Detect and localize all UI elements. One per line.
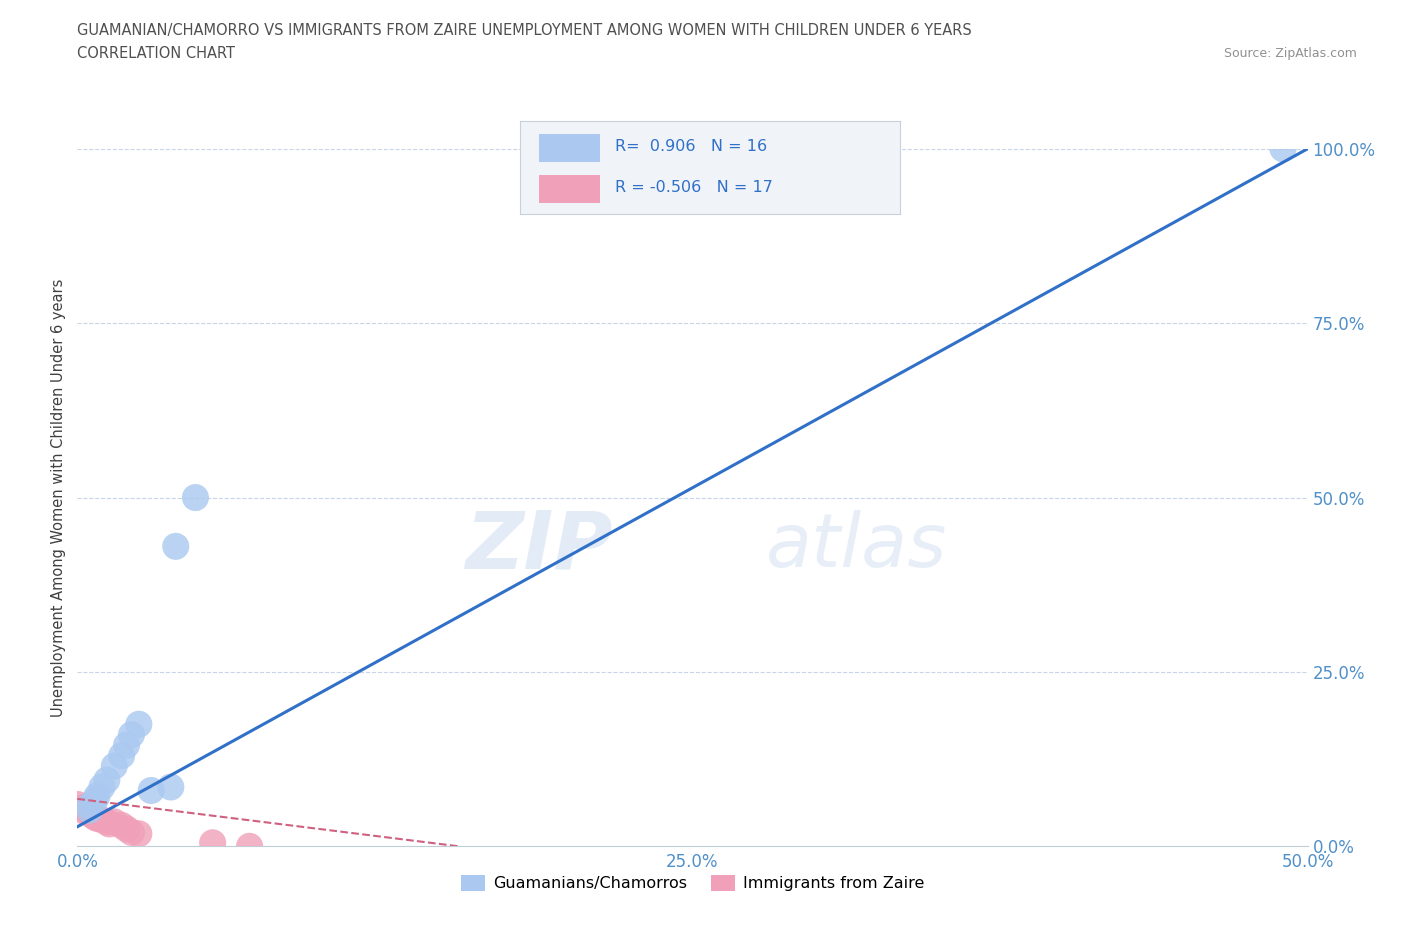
Point: [79, 803, 101, 817]
Text: R = -0.506   N = 17: R = -0.506 N = 17: [616, 180, 773, 195]
Point: [96, 773, 118, 788]
Point: [160, 779, 183, 794]
Bar: [540, 134, 600, 162]
Legend: Guamanians/Chamorros, Immigrants from Zaire: Guamanians/Chamorros, Immigrants from Za…: [454, 869, 931, 897]
Point: [79, 805, 101, 820]
Point: [128, 717, 150, 732]
Point: [73, 804, 96, 819]
Point: [98, 817, 121, 831]
Point: [103, 815, 125, 830]
Point: [86, 811, 108, 826]
Text: R=  0.906   N = 16: R= 0.906 N = 16: [616, 140, 768, 154]
Point: [82, 807, 104, 822]
Text: atlas: atlas: [766, 511, 948, 582]
Point: [86, 789, 108, 804]
Text: ZIP: ZIP: [465, 508, 613, 585]
Text: GUAMANIAN/CHAMORRO VS IMMIGRANTS FROM ZAIRE UNEMPLOYMENT AMONG WOMEN WITH CHILDR: GUAMANIAN/CHAMORRO VS IMMIGRANTS FROM ZA…: [77, 23, 972, 38]
Point: [90, 813, 114, 828]
Point: [90, 779, 114, 794]
Point: [165, 539, 187, 554]
Point: [1272, 141, 1295, 156]
Point: [79, 798, 101, 813]
Point: [128, 827, 150, 842]
Point: [111, 748, 132, 763]
Point: [103, 759, 125, 774]
Point: [83, 809, 105, 825]
Point: [115, 737, 138, 752]
Point: [83, 793, 105, 808]
Bar: [540, 175, 600, 203]
Point: [96, 815, 118, 830]
Point: [184, 490, 207, 505]
Point: [66, 797, 89, 812]
Point: [70, 801, 93, 816]
Point: [121, 727, 143, 742]
Point: [141, 783, 163, 798]
Point: [121, 825, 143, 840]
Y-axis label: Unemployment Among Women with Children Under 6 years: Unemployment Among Women with Children U…: [51, 278, 66, 717]
Point: [201, 835, 224, 850]
Point: [115, 821, 138, 836]
Text: CORRELATION CHART: CORRELATION CHART: [77, 46, 235, 61]
Text: Source: ZipAtlas.com: Source: ZipAtlas.com: [1223, 46, 1357, 60]
Point: [111, 818, 132, 833]
Point: [239, 839, 262, 854]
